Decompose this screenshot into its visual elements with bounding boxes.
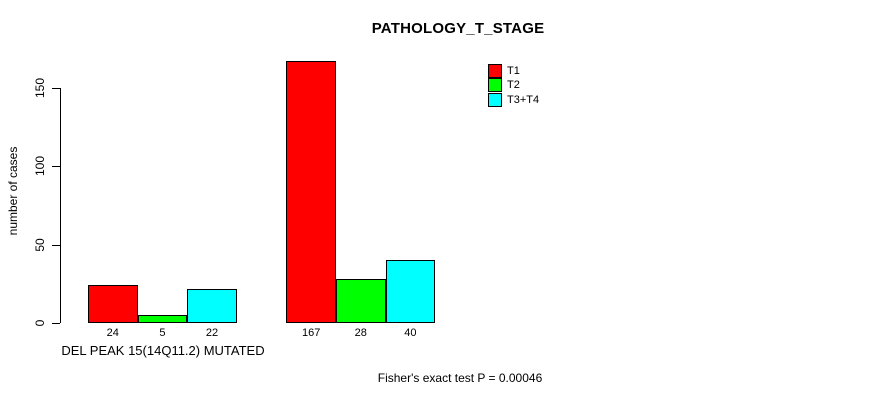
legend-swatch-icon: [488, 78, 502, 93]
bar-t3-t4-group2: [385, 260, 436, 323]
y-axis-tick-label: 100: [33, 156, 47, 177]
y-axis-tick-label: 150: [33, 77, 47, 99]
y-axis-tick: [52, 244, 60, 246]
stat-annotation: Fisher's exact test P = 0.00046: [377, 371, 543, 385]
bar-value-label: 28: [354, 327, 367, 339]
legend-item-t1: T1: [488, 64, 520, 78]
y-axis-line: [60, 88, 61, 323]
legend-swatch-icon: [488, 92, 502, 107]
y-axis-tick-label: 50: [33, 238, 47, 252]
legend-label: T3+T4: [507, 93, 540, 106]
legend-swatch-icon: [488, 64, 502, 78]
legend-item-t3-t4: T3+T4: [488, 92, 540, 107]
y-axis-tick: [52, 323, 60, 324]
bar-value-label: 167: [302, 327, 321, 339]
bar-t2-group2: [336, 279, 386, 323]
bar-value-label: 22: [205, 327, 219, 339]
legend-label: T1: [507, 65, 520, 77]
bar-t2-group1: [137, 315, 188, 323]
bar-value-label: 40: [404, 327, 417, 339]
y-axis-title: number of cases: [6, 146, 20, 236]
bar-t3-t4-group1: [187, 288, 237, 323]
bar-t1-group1: [88, 285, 138, 323]
bar-t1-group2: [286, 61, 336, 323]
y-axis-tick-label: 0: [33, 319, 47, 327]
y-axis-tick: [52, 88, 60, 89]
bar-value-label: 24: [106, 327, 119, 339]
x-axis-group-label: DEL PEAK 15(14Q11.2) MUTATED: [61, 343, 265, 358]
y-axis-tick: [52, 166, 60, 168]
bar-value-label: 5: [159, 327, 166, 339]
chart-title: PATHOLOGY_T_STAGE: [371, 20, 545, 37]
legend-label: T2: [507, 79, 520, 92]
legend-item-t2: T2: [488, 78, 520, 93]
